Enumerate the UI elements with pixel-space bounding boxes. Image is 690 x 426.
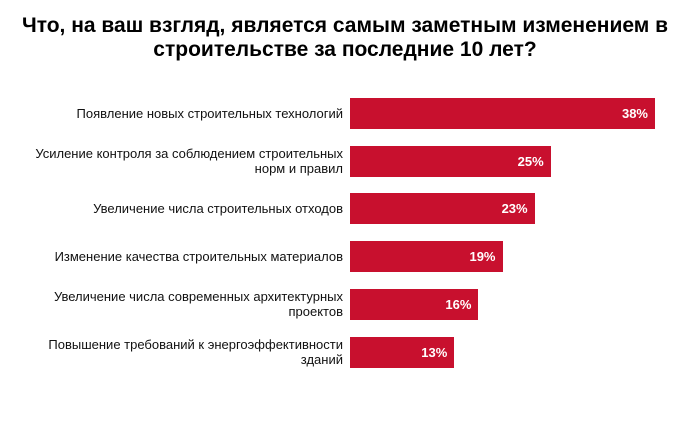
bar (350, 336, 455, 368)
bar (350, 241, 503, 273)
category-label: Усиление контроля за соблюдением строите… (35, 146, 343, 177)
bar (350, 193, 535, 225)
value-label: 16% (445, 296, 472, 312)
category-label: Появление новых строительных технологий (76, 106, 343, 121)
category-label: Повышение требований к энергоэффективнос… (48, 337, 343, 367)
category-label: Изменение качества строительных материал… (54, 249, 343, 265)
value-label: 19% (469, 249, 496, 265)
value-label: 38% (621, 106, 648, 121)
chart-title: Что, на ваш взгляд, является самым замет… (21, 14, 669, 61)
category-label: Увеличение числа современных архитектурн… (53, 289, 343, 320)
bar (350, 145, 551, 177)
value-label: 25% (517, 153, 544, 169)
bar (350, 98, 655, 129)
value-label: 23% (501, 201, 528, 217)
value-label: 13% (421, 344, 448, 360)
category-label: Увеличение числа строительных отходов (93, 201, 343, 217)
bar (350, 288, 479, 320)
